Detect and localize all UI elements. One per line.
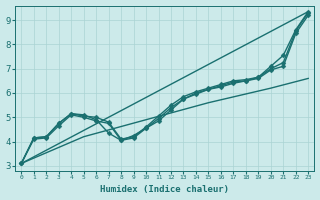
X-axis label: Humidex (Indice chaleur): Humidex (Indice chaleur) <box>100 185 229 194</box>
